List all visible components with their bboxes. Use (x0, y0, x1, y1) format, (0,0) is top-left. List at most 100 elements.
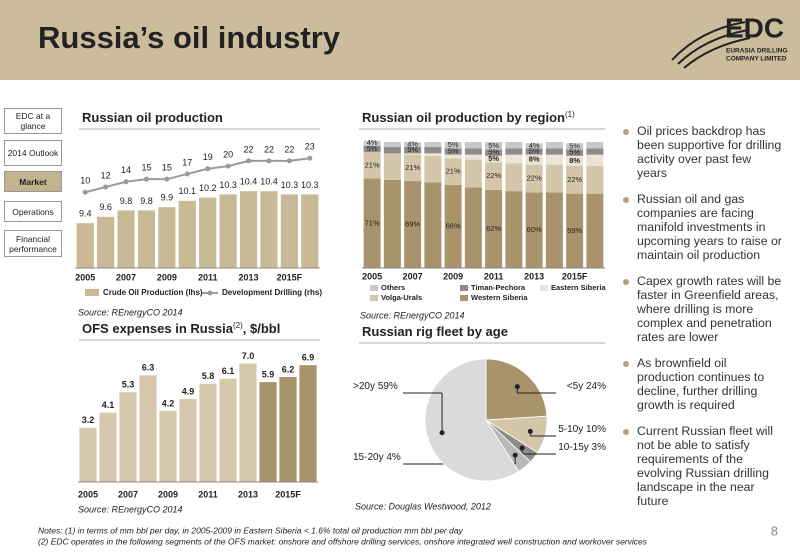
chart-title-text: OFS expenses in Russia (82, 321, 234, 336)
leader-dot (519, 445, 525, 451)
legend-label: Timan-Pechora (471, 283, 526, 292)
chart-title-note: (2) (233, 321, 243, 330)
line-value-label: 22 (264, 144, 274, 154)
bar (99, 412, 117, 482)
bar (137, 210, 156, 268)
nav-tab[interactable]: Financial performance (4, 230, 62, 257)
nav-tab[interactable]: Market (4, 171, 62, 192)
nav-tab[interactable]: EDC at a glance (4, 108, 62, 134)
line-point (225, 163, 231, 169)
x-tick-label: 2015F (277, 272, 303, 282)
bar-segment (545, 148, 563, 155)
bar-segment (464, 148, 482, 155)
segment-label: 5% (488, 148, 499, 157)
bar-segment (566, 149, 584, 156)
bar-value-label: 6.2 (282, 364, 295, 374)
bar-value-label: 5.9 (262, 369, 275, 379)
x-tick-label: 2009 (443, 271, 463, 281)
bar-segment (424, 147, 442, 154)
pie-label-value: 10% (586, 424, 606, 435)
source: Source: REnergyCO 2014 (78, 504, 183, 514)
bar-segment (485, 142, 503, 150)
segment-label: 8% (569, 156, 580, 165)
bar (219, 194, 237, 268)
bar-segment (545, 164, 563, 193)
segment-label: 5% (488, 154, 499, 163)
chart-title-note: (1) (565, 110, 575, 119)
x-tick-label: 2009 (157, 272, 177, 282)
segment-label: 4% (407, 140, 418, 149)
source: Source: REnergyCO 2014 (360, 310, 465, 320)
nav-tab[interactable]: Operations (4, 201, 62, 222)
bar-segment (485, 149, 503, 156)
header-band (0, 0, 800, 80)
line-value-label: 17 (182, 157, 192, 167)
bar-value-label: 9.4 (79, 209, 92, 219)
bullet: Oil prices backdrop has been supportive … (622, 124, 782, 180)
pie-label-category: 10-15y (558, 442, 589, 453)
bar-segment (566, 155, 584, 166)
bar-value-label: 10.3 (281, 180, 299, 190)
legend-label: Eastern Siberia (551, 283, 606, 292)
bar-value-label: 10.1 (179, 186, 197, 196)
x-tick-label: 2005 (362, 271, 382, 281)
pie-label: 5-10y 10% (558, 424, 606, 435)
bar-segment (525, 143, 543, 149)
pie-slice (424, 358, 520, 482)
bar-segment (404, 142, 422, 148)
bar-segment (363, 140, 381, 146)
segment-label: 5% (367, 144, 378, 153)
bar-value-label: 6.3 (142, 363, 155, 373)
chart-title-text: Russian oil production by region (362, 110, 565, 125)
line-point (286, 158, 292, 164)
bar (219, 378, 237, 482)
bar-segment (404, 154, 422, 182)
bar-segment (485, 155, 503, 163)
pie-label: 10-15y 3% (558, 442, 606, 453)
segment-label: 5% (529, 146, 540, 155)
pie-label-category: <5y (567, 381, 583, 392)
pie-label-value: 4% (386, 452, 401, 463)
bar-segment (566, 165, 584, 194)
bar-segment (505, 148, 523, 155)
bar-segment (404, 153, 422, 155)
bar-segment (383, 153, 401, 180)
bar-value-label: 10.2 (199, 183, 217, 193)
bar-segment (505, 142, 523, 149)
bar-value-label: 4.9 (182, 386, 195, 396)
bar-segment (505, 154, 523, 164)
segment-label: 4% (529, 141, 540, 150)
line-point (307, 155, 313, 161)
pie-label: 15-20y 4% (353, 452, 401, 463)
segment-label: 21% (365, 160, 380, 169)
bar-segment (525, 164, 543, 193)
legend-swatch (370, 295, 378, 301)
segment-label: 62% (486, 224, 501, 233)
line-point (143, 176, 149, 182)
segment-label: 22% (486, 171, 501, 180)
line-point (164, 176, 170, 182)
line-point (123, 179, 129, 185)
legend-label: Crude Oil Production (lhs) (103, 288, 203, 297)
nav-tab[interactable]: 2014 Outlook (4, 140, 62, 166)
bar-segment (485, 162, 503, 190)
x-tick-label: 2007 (403, 271, 423, 281)
bar-segment (464, 142, 482, 149)
segment-label: 4% (367, 138, 378, 147)
bar (280, 194, 298, 268)
x-tick-label: 2011 (198, 489, 218, 499)
pie-label-value: 24% (586, 381, 606, 392)
bar-segment (586, 165, 604, 194)
line-value-label: 19 (203, 152, 213, 162)
segment-label: 5% (407, 145, 418, 154)
pie-label-category: >20y (353, 381, 375, 392)
logo: EDC EURASIA DRILLING COMPANY LIMITED (671, 12, 788, 69)
bar (199, 383, 217, 482)
bar-value-label: 7.0 (242, 351, 255, 361)
bar (139, 375, 157, 482)
bar-value-label: 6.1 (222, 366, 235, 376)
source: Source: Douglas Westwood, 2012 (355, 501, 491, 511)
bar-segment (444, 148, 462, 155)
bar-segment (505, 191, 523, 268)
bar-segment (444, 184, 462, 268)
